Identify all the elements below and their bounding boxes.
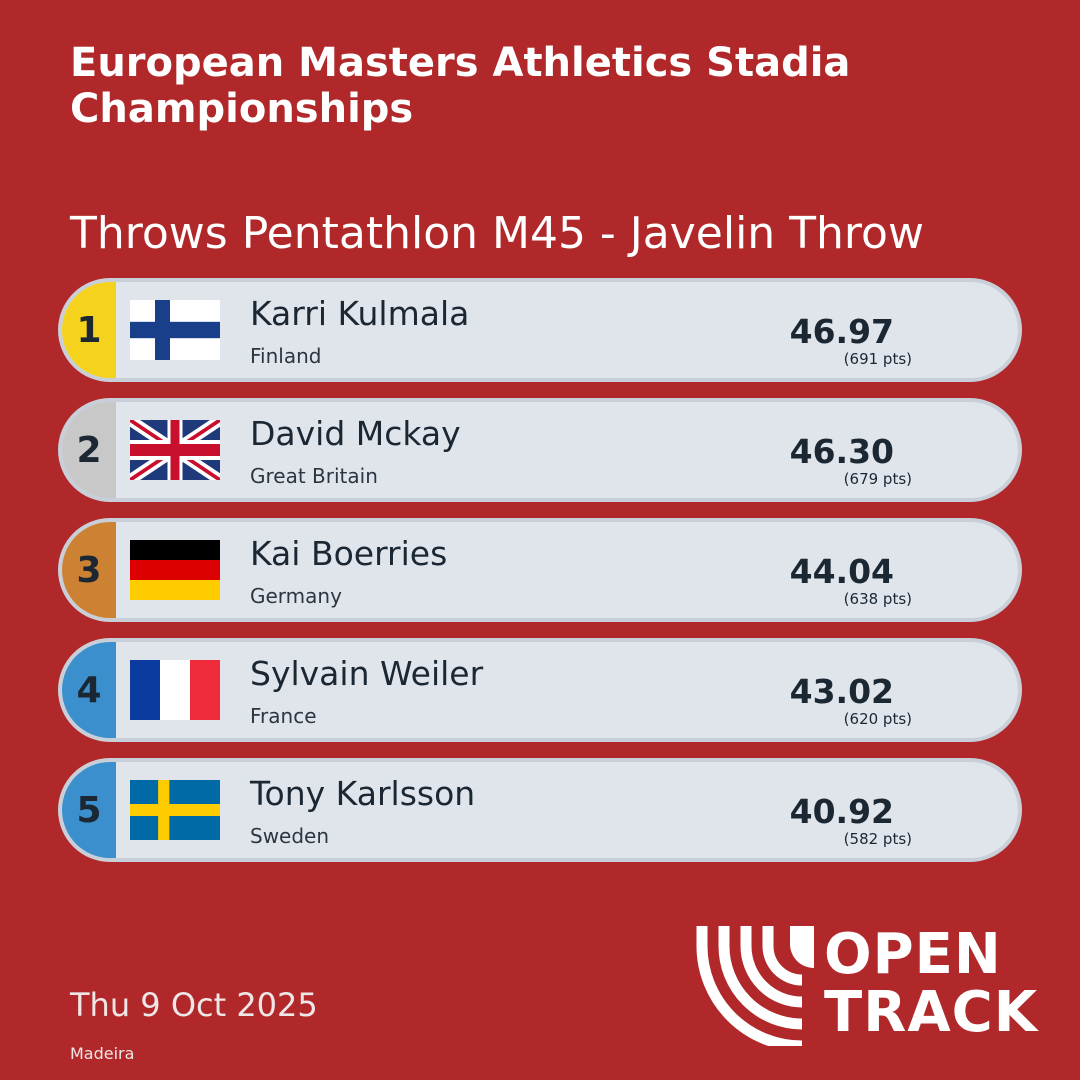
athlete-country: Great Britain: [250, 464, 378, 488]
result-points: (582 pts): [843, 830, 912, 848]
sweden-flag-icon: [130, 780, 220, 840]
result-row-4: 4 Sylvain Weiler France 43.02 (620 pts): [58, 638, 1022, 742]
logo-word-track: TRACK: [824, 980, 1039, 1045]
result-row-1: 1 Karri Kulmala Finland 46.97 (691 pts): [58, 278, 1022, 382]
athlete-name: Kai Boerries: [250, 534, 448, 573]
result-mark: 46.97: [789, 312, 894, 351]
germany-flag-icon: [130, 540, 220, 600]
athlete-country: Germany: [250, 584, 342, 608]
position-badge: 2: [62, 402, 116, 498]
position-badge: 1: [62, 282, 116, 378]
finland-flag-icon: [130, 300, 220, 360]
result-points: (679 pts): [843, 470, 912, 488]
result-points: (691 pts): [843, 350, 912, 368]
event-date: Thu 9 Oct 2025: [70, 986, 318, 1024]
great-britain-flag-icon: [130, 420, 220, 480]
athlete-name: David Mckay: [250, 414, 461, 453]
result-mark: 44.04: [789, 552, 894, 591]
result-mark: 43.02: [789, 672, 894, 711]
athlete-name: Karri Kulmala: [250, 294, 470, 333]
france-flag-icon: [130, 660, 220, 720]
position-badge: 5: [62, 762, 116, 858]
opentrack-track-icon: [696, 926, 814, 1046]
result-mark: 46.30: [789, 432, 894, 471]
result-row-2: 2 David Mckay Great Britain 46.30 (679 p…: [58, 398, 1022, 502]
position-badge: 4: [62, 642, 116, 738]
result-points: (638 pts): [843, 590, 912, 608]
athlete-country: Finland: [250, 344, 322, 368]
result-row-5: 5 Tony Karlsson Sweden 40.92 (582 pts): [58, 758, 1022, 862]
athlete-name: Sylvain Weiler: [250, 654, 484, 693]
logo-word-open: OPEN: [824, 922, 1002, 987]
athlete-country: France: [250, 704, 317, 728]
athlete-name: Tony Karlsson: [250, 774, 476, 813]
event-venue: Madeira: [70, 1044, 135, 1063]
result-points: (620 pts): [843, 710, 912, 728]
athlete-country: Sweden: [250, 824, 330, 848]
position-badge: 3: [62, 522, 116, 618]
championship-title: European Masters Athletics Stadia Champi…: [70, 40, 851, 132]
result-mark: 40.92: [789, 792, 894, 831]
event-title: Throws Pentathlon M45 - Javelin Throw: [70, 208, 924, 259]
result-row-3: 3 Kai Boerries Germany 44.04 (638 pts): [58, 518, 1022, 622]
opentrack-logo: OPEN TRACK: [694, 926, 1044, 1046]
